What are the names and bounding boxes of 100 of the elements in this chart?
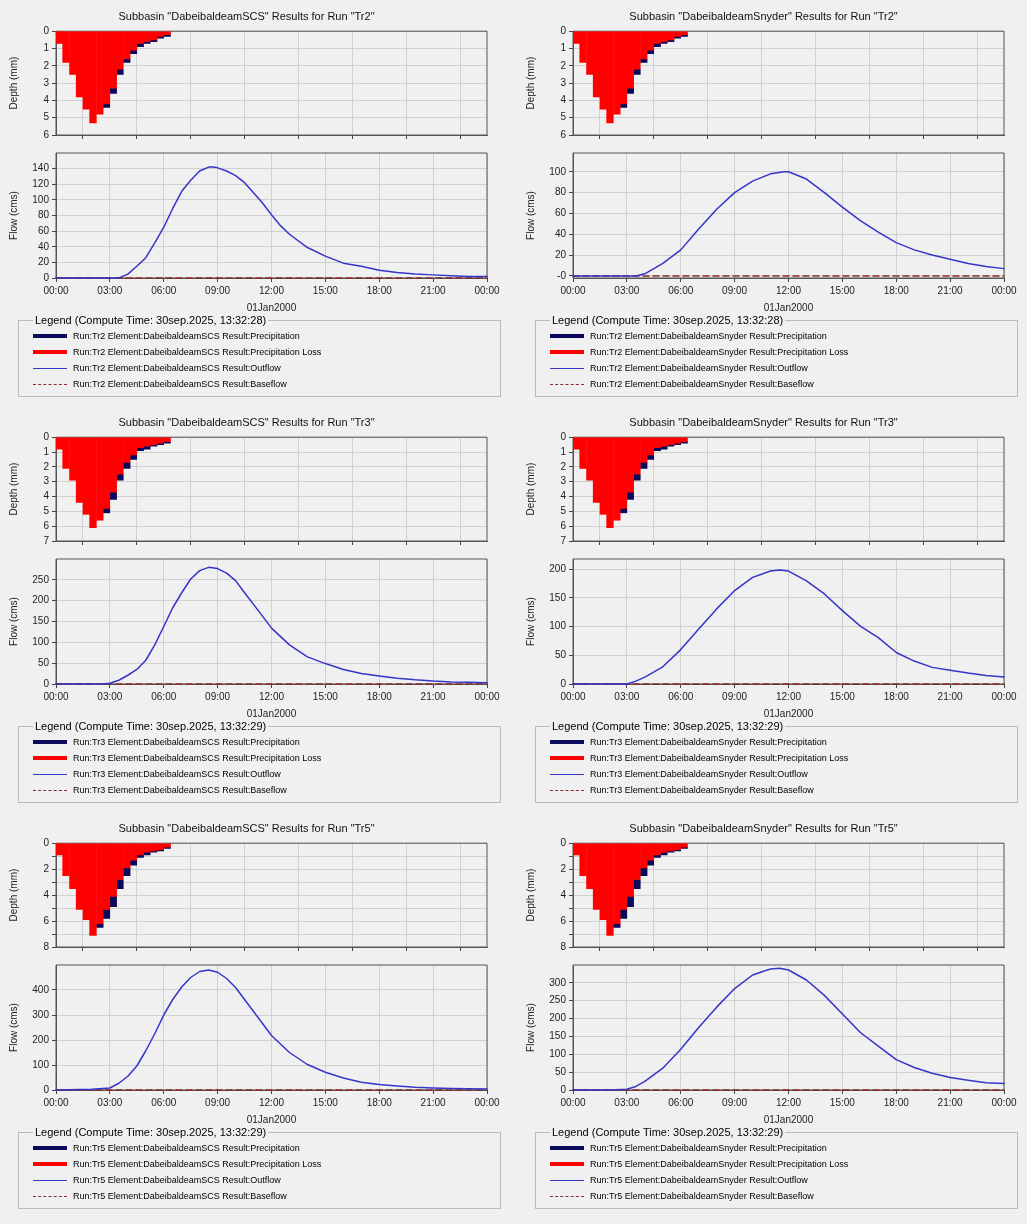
y-tick-label: 0 — [43, 24, 50, 36]
y-axis-title: Depth (mm) — [524, 56, 536, 110]
x-tick-label: 21:00 — [420, 690, 447, 702]
y-tick-label: 4 — [43, 94, 50, 106]
legend-label: Run:Tr5 Element:DabeibaldeamSCS Result:Baseflow — [73, 1191, 287, 1201]
y-axis-title: Flow (cms) — [524, 191, 536, 240]
legend-label: Run:Tr3 Element:DabeibaldeamSnyder Result:Precipitation — [590, 737, 827, 747]
y-tick-label: 6 — [43, 519, 50, 531]
y-tick-label: 2 — [560, 862, 567, 874]
x-tick-label: 09:00 — [205, 284, 231, 296]
y-tick-label: 80 — [37, 209, 50, 221]
x-tick-label: 00:00 — [474, 690, 500, 702]
legend-label: Run:Tr5 Element:DabeibaldeamSCS Result:Outflow — [73, 1175, 281, 1185]
x-tick-label: 00:00 — [560, 1096, 586, 1108]
y-tick-label: 0 — [560, 24, 567, 36]
y-axis-title: Depth (mm) — [524, 868, 536, 922]
x-axis-title: 01Jan2000 — [763, 1113, 814, 1125]
x-tick-label: 00:00 — [560, 690, 586, 702]
y-tick-label: -0 — [557, 269, 567, 281]
x-tick-label: 00:00 — [43, 1096, 69, 1108]
x-tick-label: 15:00 — [829, 1096, 856, 1108]
x-tick-label: 15:00 — [312, 284, 339, 296]
x-tick-label: 00:00 — [991, 284, 1017, 296]
y-tick-label: 300 — [549, 976, 567, 988]
x-tick-label: 15:00 — [312, 690, 339, 702]
chart-title: Subbasin "DabeibaldeamSCS" Results for Run "Tr2" — [118, 9, 375, 22]
x-axis-title: 01Jan2000 — [246, 301, 297, 313]
legend-title: Legend (Compute Time: 30sep.2025, 13:32:28) — [551, 314, 785, 326]
y-tick-label: 300 — [32, 1008, 50, 1020]
y-axis-title: Flow (cms) — [7, 597, 19, 646]
x-tick-label: 15:00 — [312, 1096, 339, 1108]
y-tick-label: 120 — [32, 178, 50, 189]
legend-label: Run:Tr2 Element:DabeibaldeamSCS Result:Baseflow — [73, 379, 287, 389]
legend-label: Run:Tr3 Element:DabeibaldeamSCS Result:Outflow — [73, 769, 281, 779]
x-tick-label: 12:00 — [775, 1096, 802, 1108]
legend-label: Run:Tr5 Element:DabeibaldeamSnyder Result:Baseflow — [590, 1191, 814, 1201]
x-tick-label: 03:00 — [614, 690, 640, 702]
y-tick-label: 140 — [32, 162, 50, 174]
y-tick-label: 0 — [43, 271, 50, 283]
x-tick-label: 18:00 — [366, 690, 393, 702]
y-tick-label: 200 — [32, 1033, 50, 1045]
y-tick-label: 60 — [554, 207, 567, 219]
x-tick-label: 06:00 — [668, 690, 694, 702]
y-tick-label: 100 — [549, 165, 567, 177]
legend-label: Run:Tr2 Element:DabeibaldeamSnyder Result:Outflow — [590, 363, 808, 373]
x-tick-label: 03:00 — [614, 1096, 640, 1108]
legend-label: Run:Tr5 Element:DabeibaldeamSCS Result:Precipitation Loss — [73, 1159, 322, 1169]
y-tick-label: 100 — [549, 620, 567, 632]
x-tick-label: 15:00 — [829, 284, 856, 296]
y-tick-label: 40 — [554, 228, 567, 239]
x-tick-label: 12:00 — [258, 690, 285, 702]
x-tick-label: 00:00 — [560, 284, 586, 296]
y-tick-label: 3 — [43, 76, 50, 88]
y-tick-label: 6 — [560, 128, 567, 140]
x-tick-label: 15:00 — [829, 690, 856, 702]
y-axis-title: Flow (cms) — [7, 1003, 19, 1052]
x-tick-label: 06:00 — [668, 1096, 694, 1108]
y-tick-label: 100 — [32, 193, 50, 205]
y-tick-label: 150 — [549, 591, 567, 603]
y-tick-label: 0 — [560, 430, 567, 442]
y-tick-label: 0 — [43, 1083, 50, 1095]
x-tick-label: 00:00 — [474, 284, 500, 296]
y-tick-label: 100 — [32, 636, 50, 648]
y-axis-title: Depth (mm) — [524, 462, 536, 516]
y-tick-label: 250 — [32, 573, 50, 585]
legend-label: Run:Tr2 Element:DabeibaldeamSCS Result:Outflow — [73, 363, 281, 373]
x-tick-label: 09:00 — [722, 1096, 748, 1108]
x-tick-label: 18:00 — [366, 1096, 393, 1108]
y-tick-label: 1 — [43, 445, 50, 457]
y-tick-label: 2 — [560, 59, 567, 71]
y-tick-label: 20 — [37, 256, 50, 268]
x-tick-label: 12:00 — [258, 1096, 285, 1108]
x-tick-label: 03:00 — [97, 284, 123, 296]
y-tick-label: 6 — [43, 128, 50, 140]
x-tick-label: 00:00 — [991, 690, 1017, 702]
x-tick-label: 21:00 — [937, 1096, 964, 1108]
y-tick-label: 200 — [549, 563, 567, 575]
y-tick-label: 50 — [554, 649, 567, 661]
legend-label: Run:Tr3 Element:DabeibaldeamSCS Result:Baseflow — [73, 785, 287, 795]
y-tick-label: 2 — [560, 460, 567, 472]
legend-label: Run:Tr3 Element:DabeibaldeamSCS Result:Precipitation — [73, 737, 300, 747]
x-tick-label: 03:00 — [614, 284, 640, 296]
y-tick-label: 0 — [43, 836, 50, 848]
legend-label: Run:Tr3 Element:DabeibaldeamSnyder Result:Precipitation Loss — [590, 753, 849, 763]
x-tick-label: 09:00 — [205, 1096, 231, 1108]
y-tick-label: 7 — [43, 534, 50, 546]
chart-title: Subbasin "DabeibaldeamSnyder" Results for Run "Tr2" — [629, 9, 898, 22]
y-tick-label: 1 — [560, 445, 567, 457]
chart-title: Subbasin "DabeibaldeamSnyder" Results for Run "Tr3" — [629, 415, 898, 428]
y-axis-title: Flow (cms) — [7, 191, 19, 240]
y-axis-title: Flow (cms) — [524, 1003, 536, 1052]
y-tick-label: 7 — [560, 534, 567, 546]
legend-title: Legend (Compute Time: 30sep.2025, 13:32:28) — [34, 314, 268, 326]
legend-label: Run:Tr2 Element:DabeibaldeamSCS Result:Precipitation — [73, 331, 300, 341]
x-tick-label: 06:00 — [151, 1096, 177, 1108]
legend-label: Run:Tr3 Element:DabeibaldeamSnyder Result:Outflow — [590, 769, 808, 779]
x-tick-label: 09:00 — [722, 690, 748, 702]
legend-label: Run:Tr2 Element:DabeibaldeamSCS Result:Precipitation Loss — [73, 347, 322, 357]
x-tick-label: 03:00 — [97, 1096, 123, 1108]
x-tick-label: 03:00 — [97, 690, 123, 702]
